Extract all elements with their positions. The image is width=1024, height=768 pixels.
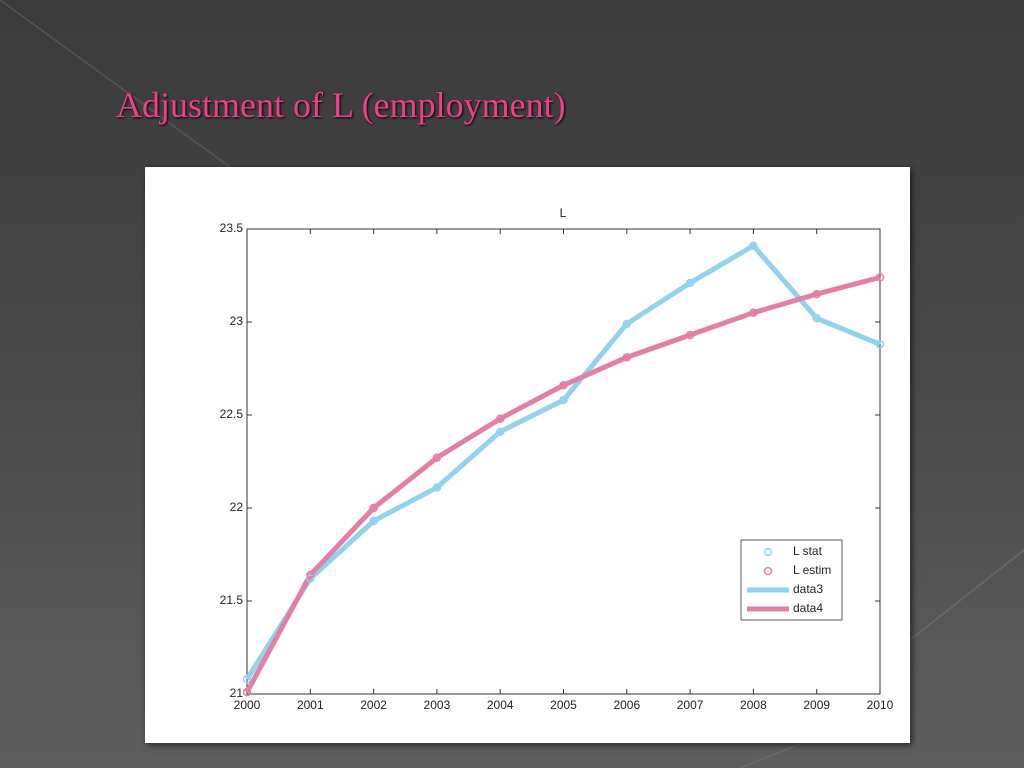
data-point <box>559 380 568 390</box>
x-tick-label: 2010 <box>867 698 894 712</box>
chart-title: L <box>560 206 567 220</box>
data-point <box>306 570 315 580</box>
series-line <box>244 243 881 681</box>
y-tick-label: 22 <box>230 500 244 514</box>
data-point <box>622 319 632 329</box>
data-point <box>685 278 695 288</box>
data-point <box>432 483 442 492</box>
x-tick-label: 2005 <box>550 698 577 712</box>
x-tick-label: 2009 <box>803 698 830 712</box>
slide-title: Adjustment of L (employment) <box>116 85 566 125</box>
data-point <box>495 414 505 423</box>
data-point <box>242 687 252 697</box>
data-point <box>242 674 252 684</box>
chart-panel: L 21 21.5 22 22.5 23 23.5 2000 2001 2002 2003 2004… <box>145 167 910 743</box>
data-point <box>812 314 821 323</box>
x-tick-label: 2008 <box>740 698 767 712</box>
data-point <box>812 289 821 299</box>
data-point <box>432 453 442 463</box>
data-point <box>749 308 758 317</box>
data-point <box>875 340 885 349</box>
y-tick-label: 23 <box>230 314 244 328</box>
x-tick-label: 2000 <box>234 698 261 712</box>
x-tick-label: 2004 <box>487 698 514 712</box>
series-line <box>244 274 881 694</box>
data-point <box>559 395 568 405</box>
x-tick-label: 2006 <box>613 698 640 712</box>
x-tick-label: 2003 <box>424 698 451 712</box>
data-point <box>495 427 505 436</box>
data-point <box>369 503 378 513</box>
data-point <box>622 353 632 362</box>
chart: L 21 21.5 22 22.5 23 23.5 2000 2001 2002 2003 2004… <box>220 206 894 712</box>
data-point <box>306 574 315 583</box>
data-point <box>369 516 378 526</box>
plot-area <box>246 228 881 695</box>
legend-label: L stat <box>793 544 823 558</box>
y-tick-label: 23.5 <box>220 221 244 235</box>
data-point <box>875 273 885 282</box>
data-point <box>749 241 758 250</box>
y-tick-label: 21 <box>230 686 244 700</box>
legend-label: data3 <box>793 582 823 596</box>
y-tick-label: 22.5 <box>220 407 244 421</box>
x-tick-label: 2002 <box>360 698 387 712</box>
data-point <box>685 330 695 340</box>
x-tick-label: 2001 <box>297 698 324 712</box>
x-tick-label: 2007 <box>677 698 704 712</box>
legend-label: L estim <box>793 563 831 577</box>
legend-swatch <box>763 547 773 557</box>
y-tick-label: 21.5 <box>220 593 244 607</box>
legend-swatch <box>763 566 773 576</box>
legend-label: data4 <box>793 601 823 615</box>
